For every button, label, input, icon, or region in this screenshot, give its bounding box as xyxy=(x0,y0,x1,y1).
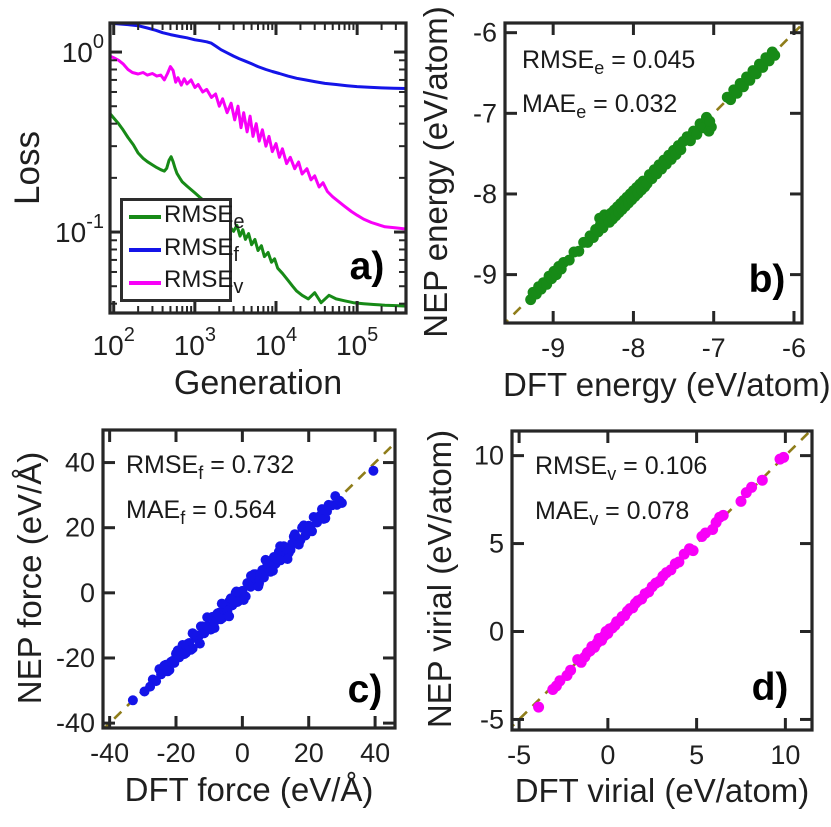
svg-text:-6: -6 xyxy=(473,18,497,48)
legend-line-sample-magenta xyxy=(129,280,161,285)
svg-text:0: 0 xyxy=(80,578,95,608)
svg-text:-5: -5 xyxy=(507,740,531,770)
y-axis-label-loss: Loss xyxy=(8,131,47,205)
scatter-points xyxy=(533,451,790,713)
annotation-mae-f: MAEf = 0.564 xyxy=(126,496,277,528)
svg-text:103: 103 xyxy=(174,324,216,361)
legend-item-rmse-f: RMSEf xyxy=(123,234,239,265)
scatter-points xyxy=(127,465,379,706)
x-axis-label-dft-force: DFT force (eV/Å) xyxy=(124,771,374,808)
identity-line xyxy=(103,441,395,728)
legend: RMSEe RMSEf RMSEv xyxy=(120,198,244,302)
panel-d-data xyxy=(512,431,812,729)
axis-ticks xyxy=(103,430,395,728)
svg-text:102: 102 xyxy=(93,324,135,361)
tick-labels: -5 0 5 10 -5 0 5 10 xyxy=(474,441,800,770)
tick-labels: 102 103 104 105 100 10-1 xyxy=(55,31,378,361)
y-axis-label-nep-force: NEP force (eV/Å) xyxy=(11,451,48,705)
legend-label: RMSEe xyxy=(164,200,245,233)
legend-line-sample-blue xyxy=(129,247,161,252)
legend-label: RMSEv xyxy=(164,266,244,299)
svg-text:20: 20 xyxy=(65,513,95,543)
svg-text:0: 0 xyxy=(235,738,250,768)
annotation-mae-e: MAEe = 0.032 xyxy=(522,90,678,122)
svg-text:105: 105 xyxy=(336,324,378,361)
svg-text:-40: -40 xyxy=(56,708,95,738)
panel-c-data xyxy=(103,441,395,728)
svg-text:-20: -20 xyxy=(56,643,95,673)
svg-text:10: 10 xyxy=(770,740,800,770)
x-axis-label-dft-energy: DFT energy (eV/atom) xyxy=(503,366,831,403)
svg-text:0: 0 xyxy=(600,740,615,770)
svg-text:-9: -9 xyxy=(541,333,565,363)
svg-text:10-1: 10-1 xyxy=(55,211,104,248)
loss-curve-f xyxy=(110,23,406,90)
plot-box xyxy=(503,21,804,325)
axis-ticks xyxy=(512,431,812,730)
panel-letter-d: d) xyxy=(751,666,789,709)
annotation-rmse-f: RMSEf = 0.732 xyxy=(126,451,295,483)
panel-a-data xyxy=(110,23,406,308)
axis-ticks xyxy=(109,23,407,313)
legend-item-rmse-v: RMSEv xyxy=(123,266,243,298)
legend-label: RMSEf xyxy=(164,233,239,266)
x-axis-label-generation: Generation xyxy=(173,364,343,402)
svg-text:40: 40 xyxy=(360,738,390,768)
svg-text:40: 40 xyxy=(65,448,95,478)
svg-text:-5: -5 xyxy=(480,704,504,734)
plot-box xyxy=(510,429,814,732)
panel-letter-c: c) xyxy=(347,668,383,711)
tick-labels: -40 -20 0 20 40 -40 -20 0 20 40 xyxy=(56,448,390,768)
loss-curve-v xyxy=(110,54,406,231)
svg-text:-6: -6 xyxy=(782,333,806,363)
tick-labels: -9 -8 -7 -6 -9 -8 -7 -6 xyxy=(473,18,806,363)
annotation-mae-v: MAEv = 0.078 xyxy=(535,497,690,529)
y-axis-label-nep-virial: NEP virial (eV/atom) xyxy=(421,429,458,729)
loss-curve-e xyxy=(110,112,406,308)
y-axis-label-nep-energy: NEP energy (eV/atom) xyxy=(417,6,454,338)
svg-text:-40: -40 xyxy=(90,738,129,768)
svg-text:-8: -8 xyxy=(621,333,645,363)
svg-text:-8: -8 xyxy=(473,179,497,209)
plot-box xyxy=(101,428,397,730)
x-axis-label-dft-virial: DFT virial (eV/atom) xyxy=(514,772,810,809)
svg-text:20: 20 xyxy=(294,738,324,768)
svg-text:-7: -7 xyxy=(473,98,497,128)
svg-text:104: 104 xyxy=(255,324,297,361)
svg-text:-7: -7 xyxy=(702,333,726,363)
annotation-rmse-e: RMSEe = 0.045 xyxy=(522,46,696,78)
annotation-rmse-v: RMSEv = 0.106 xyxy=(535,452,708,484)
svg-text:5: 5 xyxy=(689,740,704,770)
svg-text:0: 0 xyxy=(489,617,504,647)
axis-ticks xyxy=(505,23,802,323)
panel-letter-b: b) xyxy=(748,258,786,301)
svg-text:-20: -20 xyxy=(156,738,195,768)
svg-text:100: 100 xyxy=(62,31,104,68)
svg-text:5: 5 xyxy=(489,529,504,559)
panel-b-data xyxy=(505,23,802,323)
panel-letter-a: a) xyxy=(349,245,385,288)
svg-text:-9: -9 xyxy=(473,260,497,290)
scatter-points xyxy=(525,46,781,306)
legend-line-sample-green xyxy=(129,215,161,220)
svg-text:10: 10 xyxy=(474,441,504,471)
legend-item-rmse-e: RMSEe xyxy=(123,201,244,233)
